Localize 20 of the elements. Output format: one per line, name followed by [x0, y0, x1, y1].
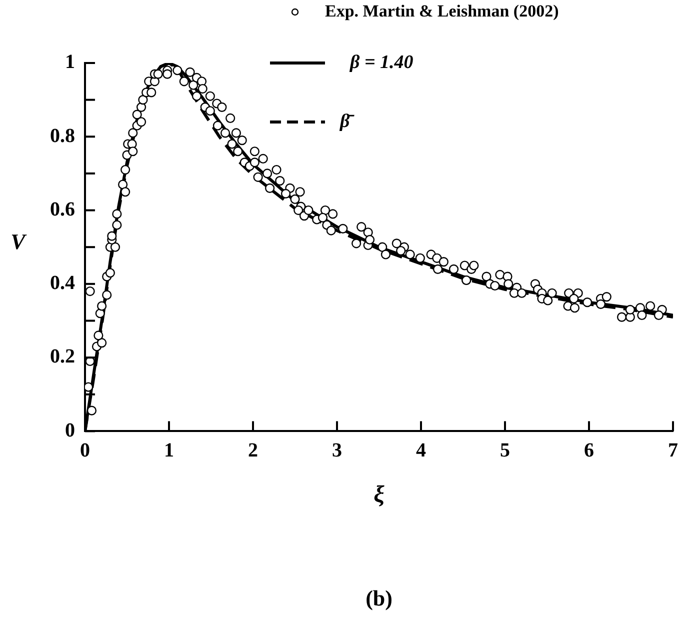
x-tick-label: 2 [248, 439, 258, 462]
x-tick-label: 5 [500, 439, 510, 462]
y-tick-label: 0.8 [50, 124, 75, 147]
y-tick-label: 1 [65, 51, 75, 74]
x-tick-label: 4 [416, 439, 426, 462]
legend-label: Exp. Martin & Leishman (2002) [325, 1, 559, 20]
x-tick-label: 6 [584, 439, 594, 462]
y-tick-label: 0.4 [50, 272, 75, 294]
legend-label: β = 1.40 [349, 52, 414, 73]
legend-label: β̄ [339, 110, 355, 132]
x-tick-label: 0 [80, 439, 90, 462]
x-tick-label: 3 [332, 439, 342, 462]
y-axis-title: V [10, 228, 28, 254]
y-tick-label: 0 [65, 419, 75, 442]
x-tick-label: 1 [164, 439, 174, 462]
text: (b) [366, 586, 392, 611]
x-tick-label: 7 [668, 439, 678, 462]
y-tick-label: 0.6 [50, 198, 75, 220]
x-axis-title: ξ [374, 482, 385, 508]
y-tick-label: 0.2 [50, 346, 75, 368]
